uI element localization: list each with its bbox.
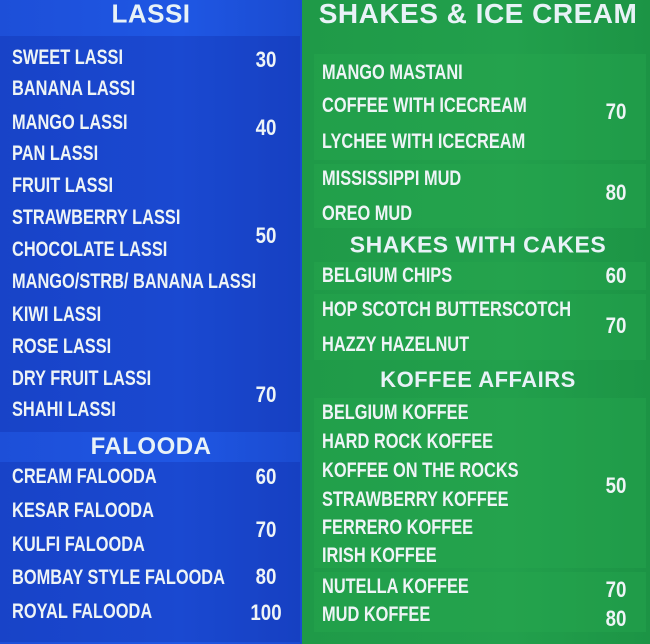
menu-item-mango-mastani: MANGO MASTANI — [322, 61, 463, 84]
menu-item-mississippi-mud: MISSISSIPPI MUD — [322, 167, 462, 190]
menu-item-coffee-with-icecream: COFFEE WITH ICECREAM — [322, 94, 527, 117]
menu-item-mango-lassi: MANGO LASSI — [12, 111, 128, 134]
menu-item-rose-lassi: ROSE LASSI — [12, 335, 112, 358]
menu-item-strawberry-lassi: STRAWBERRY LASSI — [12, 206, 181, 229]
menu-price: 50 — [605, 473, 627, 498]
lassi-falooda-panel — [0, 0, 302, 644]
menu-item-mud-koffee: MUD KOFFEE — [322, 603, 431, 626]
menu-item-belgium-koffee: BELGIUM KOFFEE — [322, 401, 469, 424]
menu-price: 40 — [255, 115, 277, 140]
menu-group-panel — [0, 36, 300, 432]
menu-item-fruit-lassi: FRUIT LASSI — [12, 174, 114, 197]
menu-item-nutella-koffee: NUTELLA KOFFEE — [322, 575, 469, 598]
menu-item-belgium-chips: BELGIUM CHIPS — [322, 264, 453, 287]
menu-group-panel — [314, 262, 646, 290]
menu-price: 70 — [605, 313, 627, 338]
menu-price: 80 — [255, 564, 277, 589]
menu-group-panel — [314, 54, 646, 160]
menu-group-panel — [314, 572, 646, 602]
menu-item-pan-lassi: PAN LASSI — [12, 142, 99, 165]
menu-item-cream-falooda: CREAM FALOODA — [12, 465, 157, 488]
menu-price: 50 — [255, 223, 277, 248]
menu-price: 30 — [255, 47, 277, 72]
menu-price: 60 — [605, 263, 627, 288]
menu-item-chocolate-lassi: CHOCOLATE LASSI — [12, 238, 168, 261]
menu-group-panel — [314, 602, 646, 632]
menu-item-kiwi-lassi: KIWI LASSI — [12, 303, 102, 326]
menu-item-oreo-mud: OREO MUD — [322, 202, 413, 225]
menu-price: 60 — [255, 464, 277, 489]
menu-group-panel — [314, 398, 646, 568]
menu-price: 80 — [605, 606, 627, 631]
section-title-shakes-ice-cream: SHAKES & ICE CREAM — [318, 0, 638, 29]
menu-item-hard-rock-koffee: HARD ROCK KOFFEE — [322, 430, 494, 453]
menu-item-kesar-falooda: KESAR FALOODA — [12, 499, 154, 522]
menu-item-koffee-on-the-rocks: KOFFEE ON THE ROCKS — [322, 459, 519, 482]
menu-price: 70 — [605, 577, 627, 602]
menu-price: 70 — [605, 99, 627, 124]
section-title-koffee-affairs: KOFFEE AFFAIRS — [380, 367, 576, 392]
menu-item-hazzy-hazelnut: HAZZY HAZELNUT — [322, 333, 470, 356]
menu-item-irish-koffee: IRISH KOFFEE — [322, 544, 437, 567]
menu-price: 80 — [605, 180, 627, 205]
menu-item-dry-fruit-lassi: DRY FRUIT LASSI — [12, 367, 152, 390]
menu-group-panel — [0, 462, 300, 642]
menu-item-bombay-style-falooda: BOMBAY STYLE FALOODA — [12, 566, 225, 589]
menu-item-banana-lassi: BANANA LASSI — [12, 77, 136, 100]
section-title-lassi: LASSI — [111, 0, 191, 29]
menu-price: 100 — [250, 600, 282, 625]
menu-price: 70 — [255, 517, 277, 542]
menu-item-mango-strb-banana-lassi: MANGO/STRB/ BANANA LASSI — [12, 270, 257, 293]
section-title-falooda: FALOODA — [90, 433, 212, 460]
menu-item-ferrero-koffee: FERRERO KOFFEE — [322, 516, 474, 539]
menu-group-panel — [314, 164, 646, 228]
shakes-koffee-panel — [302, 0, 650, 644]
menu-item-kulfi-falooda: KULFI FALOODA — [12, 533, 145, 556]
menu-item-strawberry-koffee: STRAWBERRY KOFFEE — [322, 488, 509, 511]
menu-item-hop-scotch-butterscotch: HOP SCOTCH BUTTERSCOTCH — [322, 298, 572, 321]
menu-item-lychee-with-icecream: LYCHEE WITH ICECREAM — [322, 130, 526, 153]
menu-item-shahi-lassi: SHAHI LASSI — [12, 398, 116, 421]
section-title-shakes-with-cakes: SHAKES WITH CAKES — [349, 231, 607, 258]
menu-item-royal-falooda: ROYAL FALOODA — [12, 600, 153, 623]
menu-group-panel — [314, 294, 646, 360]
menu-item-sweet-lassi: SWEET LASSI — [12, 46, 124, 69]
menu-price: 70 — [255, 382, 277, 407]
